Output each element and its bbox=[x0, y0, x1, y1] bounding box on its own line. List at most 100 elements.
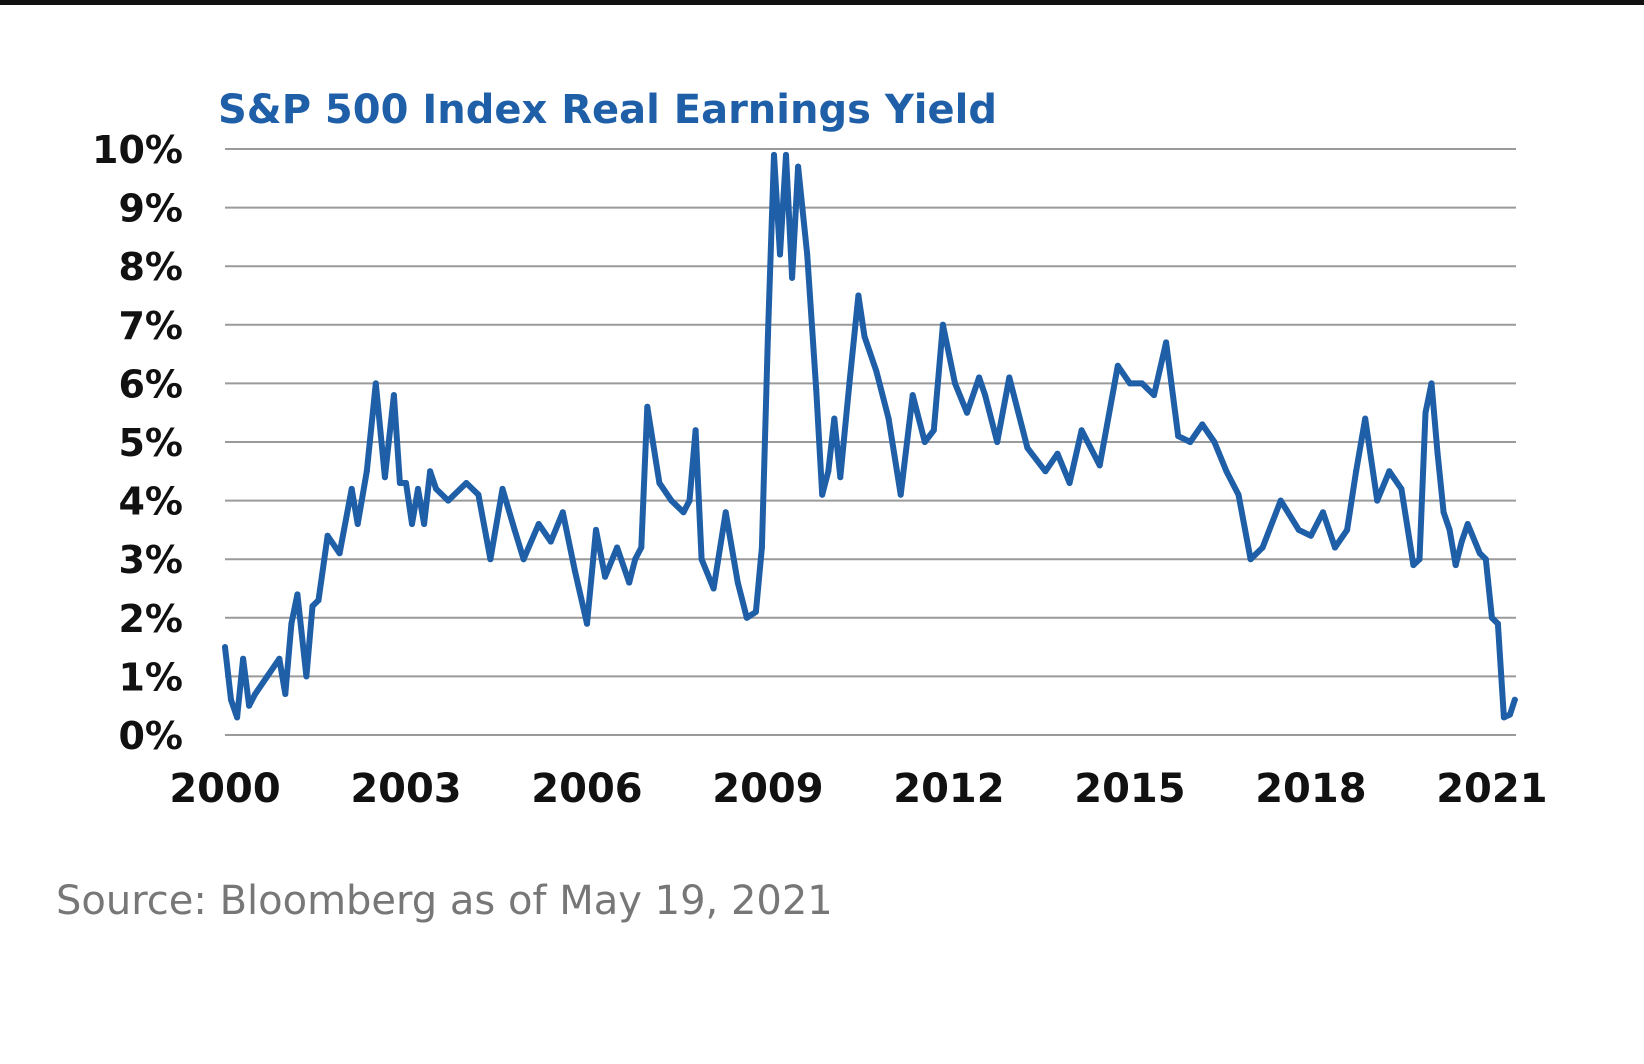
data-point bbox=[584, 620, 590, 627]
data-point bbox=[686, 497, 693, 504]
data-point bbox=[445, 497, 452, 504]
data-point bbox=[846, 380, 853, 387]
y-tick-label: 6% bbox=[118, 362, 183, 406]
data-point bbox=[520, 556, 527, 563]
data-point bbox=[1428, 380, 1435, 387]
data-point bbox=[994, 439, 1001, 445]
data-point bbox=[939, 321, 946, 328]
data-point bbox=[602, 573, 609, 580]
data-point bbox=[976, 374, 983, 381]
data-point bbox=[837, 474, 844, 481]
y-tick-label: 3% bbox=[118, 538, 183, 582]
data-point bbox=[897, 491, 904, 498]
data-point bbox=[804, 251, 811, 258]
data-point bbox=[372, 380, 379, 387]
data-point bbox=[1199, 421, 1206, 428]
data-point bbox=[475, 491, 482, 498]
data-point bbox=[777, 251, 783, 258]
chart-title: S&P 500 Index Real Earnings Yield bbox=[218, 87, 997, 133]
data-point bbox=[668, 497, 675, 504]
data-point bbox=[427, 468, 434, 475]
data-point bbox=[396, 480, 403, 486]
data-point bbox=[288, 620, 295, 627]
data-point bbox=[1434, 450, 1441, 457]
data-point bbox=[1344, 526, 1351, 533]
data-point bbox=[282, 691, 289, 697]
x-tick-label: 2009 bbox=[712, 766, 823, 812]
data-point bbox=[885, 415, 892, 422]
data-point bbox=[952, 380, 958, 387]
data-point bbox=[1446, 526, 1453, 533]
data-point bbox=[783, 151, 789, 158]
data-point bbox=[409, 521, 415, 527]
data-point bbox=[234, 714, 241, 721]
data-point bbox=[1042, 468, 1049, 475]
data-point bbox=[1187, 439, 1194, 445]
data-point bbox=[1500, 714, 1507, 721]
data-point bbox=[421, 521, 428, 527]
data-point bbox=[403, 480, 409, 486]
y-tick-label: 5% bbox=[118, 421, 183, 465]
x-axis-ticks: 2000 2003 2006 2009 2012 2015 2018 2021 bbox=[169, 766, 1547, 812]
data-point bbox=[1488, 614, 1495, 621]
data-point bbox=[1277, 497, 1284, 504]
x-tick-label: 2021 bbox=[1436, 766, 1547, 812]
data-point bbox=[1320, 509, 1326, 516]
data-point bbox=[1024, 444, 1031, 451]
data-point bbox=[855, 292, 862, 299]
data-point bbox=[758, 544, 765, 551]
data-point bbox=[433, 485, 440, 492]
data-point bbox=[861, 333, 868, 340]
data-point bbox=[559, 509, 566, 516]
data-point bbox=[1163, 339, 1170, 346]
data-point bbox=[1211, 439, 1218, 445]
data-point bbox=[294, 591, 301, 598]
data-point bbox=[324, 532, 331, 539]
y-tick-label: 8% bbox=[118, 245, 183, 289]
data-point bbox=[909, 392, 916, 399]
data-point bbox=[1259, 544, 1266, 551]
data-point bbox=[276, 655, 283, 662]
x-tick-label: 2012 bbox=[893, 766, 1004, 812]
data-point bbox=[614, 544, 621, 551]
data-point bbox=[632, 556, 639, 563]
data-point bbox=[303, 673, 310, 680]
data-point bbox=[1307, 532, 1314, 539]
data-point bbox=[309, 603, 316, 610]
y-axis-ticks: 0% 1% 2% 3% 4% 5% 6% 7% 8% 9% 10% bbox=[92, 128, 183, 758]
y-tick-label: 0% bbox=[118, 714, 183, 758]
data-point bbox=[535, 521, 542, 527]
data-point bbox=[930, 427, 937, 434]
data-point bbox=[1295, 526, 1302, 533]
data-point bbox=[722, 509, 729, 516]
data-point bbox=[825, 468, 832, 475]
data-point bbox=[964, 409, 970, 416]
data-point bbox=[1114, 362, 1121, 369]
source-note: Source: Bloomberg as of May 19, 2021 bbox=[56, 878, 833, 924]
data-point bbox=[1006, 374, 1013, 381]
data-point bbox=[228, 696, 234, 703]
data-point bbox=[381, 474, 388, 481]
data-point bbox=[873, 368, 880, 375]
data-point bbox=[1353, 468, 1360, 475]
data-point bbox=[499, 485, 506, 492]
data-point bbox=[819, 491, 826, 498]
data-point bbox=[680, 509, 687, 516]
data-point bbox=[1507, 711, 1513, 718]
x-tick-label: 2015 bbox=[1074, 766, 1185, 812]
data-point bbox=[1494, 620, 1501, 627]
data-point bbox=[1511, 696, 1518, 703]
data-point bbox=[1422, 409, 1429, 416]
data-point bbox=[363, 468, 370, 475]
data-point bbox=[656, 480, 663, 486]
data-point bbox=[698, 556, 705, 563]
data-point bbox=[1139, 380, 1145, 387]
data-point bbox=[1416, 556, 1423, 563]
data-point bbox=[743, 614, 750, 621]
data-point bbox=[764, 333, 771, 340]
data-point bbox=[222, 644, 228, 651]
data-point bbox=[1398, 485, 1405, 492]
data-point bbox=[1464, 521, 1471, 527]
data-point bbox=[813, 386, 820, 393]
